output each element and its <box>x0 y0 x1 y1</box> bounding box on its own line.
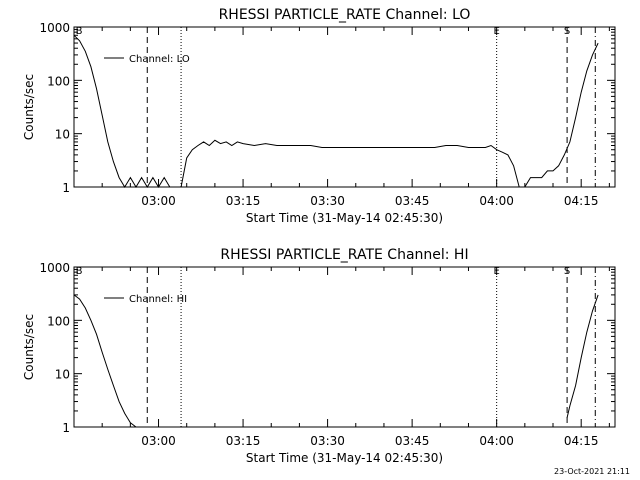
marker-label: B <box>76 266 83 277</box>
x-tick-label: 03:45 <box>395 194 430 208</box>
y-tick-label: 1 <box>62 421 70 435</box>
y-tick-label: 100 <box>47 74 70 88</box>
x-tick-label: 03:45 <box>395 434 430 448</box>
series-line <box>73 34 599 188</box>
marker-label: S <box>564 26 570 37</box>
chart-panel-1: RHESSI PARTICLE_RATE Channel: HI Counts/s… <box>22 247 616 465</box>
marker-label: S <box>564 266 570 277</box>
marker-label: B <box>76 26 83 37</box>
y-tick-label: 10 <box>55 368 70 382</box>
y-tick-label: 1000 <box>39 21 70 35</box>
x-tick-label: 03:30 <box>310 434 345 448</box>
x-tick-label: 03:15 <box>226 194 261 208</box>
series-line <box>566 294 599 418</box>
x-tick-label: 03:30 <box>310 194 345 208</box>
plot-frame <box>73 266 616 428</box>
y-tick-label: 1 <box>62 181 70 195</box>
x-axis-label: Start Time (31-May-14 02:45:30) <box>246 211 443 225</box>
y-tick-label: 1000 <box>39 261 70 275</box>
marker-label: E <box>493 26 499 37</box>
series-line <box>73 294 137 428</box>
timestamp-label: 23-Oct-2021 21:11 <box>554 467 630 476</box>
x-tick-label: 04:00 <box>479 434 514 448</box>
chart-title: RHESSI PARTICLE_RATE Channel: HI <box>220 247 468 263</box>
y-tick-label: 100 <box>47 314 70 328</box>
y-axis-label: Counts/sec <box>22 314 36 380</box>
x-tick-label: 04:15 <box>564 194 599 208</box>
x-tick-label: 04:15 <box>564 434 599 448</box>
x-tick-label: 03:15 <box>226 434 261 448</box>
y-axis-label: Counts/sec <box>22 74 36 140</box>
x-tick-label: 04:00 <box>479 194 514 208</box>
plot-frame <box>73 26 616 188</box>
x-tick-label: 03:00 <box>141 434 176 448</box>
x-tick-label: 03:00 <box>141 194 176 208</box>
legend-label: Channel: LO <box>129 54 190 65</box>
y-tick-label: 10 <box>55 128 70 142</box>
chart-title: RHESSI PARTICLE_RATE Channel: LO <box>219 7 471 23</box>
legend-label: Channel: HI <box>129 294 187 305</box>
marker-label: E <box>493 266 499 277</box>
x-axis-label: Start Time (31-May-14 02:45:30) <box>246 451 443 465</box>
chart-panel-0: RHESSI PARTICLE_RATE Channel: LO Counts/s… <box>22 7 616 225</box>
